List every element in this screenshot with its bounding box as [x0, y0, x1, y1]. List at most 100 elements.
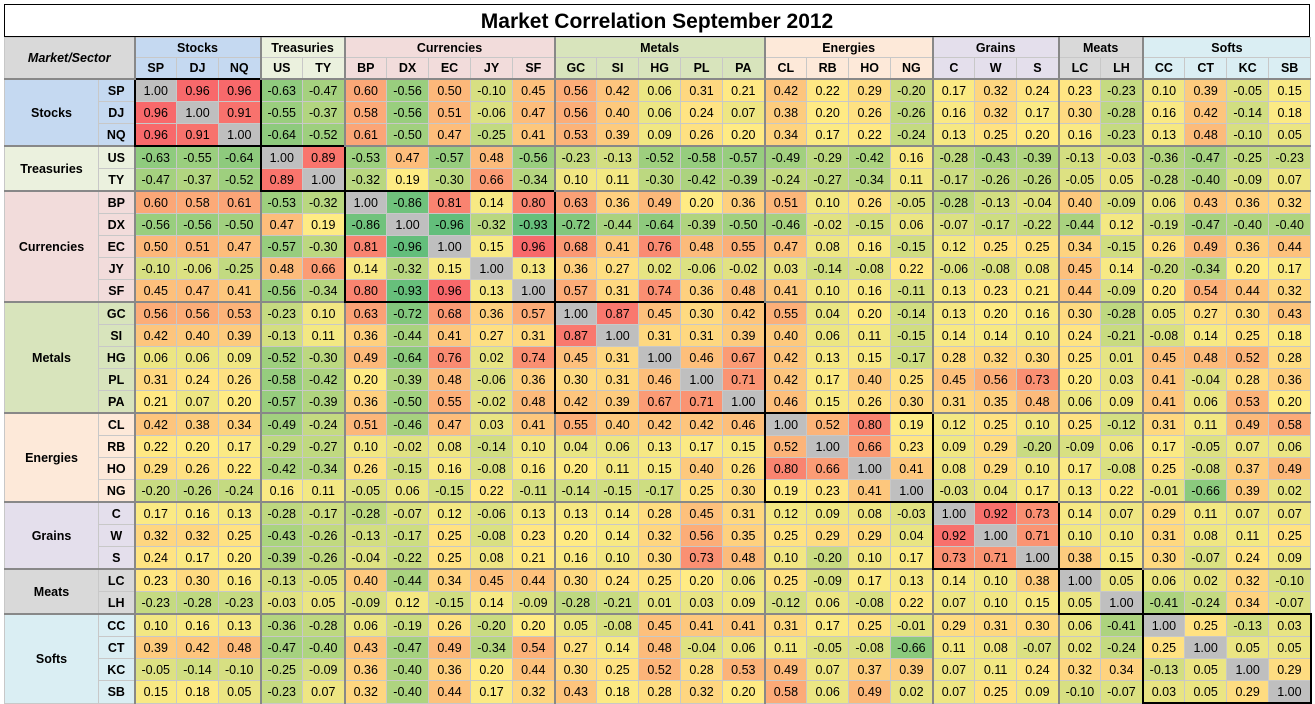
row-header-ho: HO: [98, 457, 135, 480]
heatmap-cell: 0.12: [428, 501, 472, 525]
heatmap-cell: -0.13: [1057, 145, 1102, 169]
heatmap-cell: -0.05: [1057, 168, 1102, 192]
column-header-pa: PA: [722, 57, 766, 80]
heatmap-cell: 0.09: [931, 435, 976, 458]
heatmap-cell: -0.09: [1100, 190, 1144, 214]
heatmap-cell: -0.50: [386, 123, 430, 147]
heatmap-cell: 0.21: [1016, 279, 1060, 303]
sector-label-treasuries: Treasuries: [4, 145, 99, 192]
heatmap-cell: 0.30: [1057, 301, 1102, 325]
table-row: Treasuries US -0.63 -0.55 -0.64 1.00 0.89 -0.53…: [4, 145, 1312, 192]
column-header-ec: EC: [428, 57, 472, 80]
heatmap-cell: 0.12: [386, 591, 430, 615]
heatmap-cell: 0.91: [217, 101, 262, 124]
heatmap-cell: 0.16: [553, 546, 598, 570]
heatmap-cell: 0.07: [302, 680, 346, 704]
heatmap-cell: 0.51: [343, 412, 388, 436]
heatmap-cell: 0.40: [343, 568, 388, 592]
heatmap-cell: 0.60: [133, 190, 177, 214]
heatmap-cell: 0.13: [512, 257, 556, 280]
heatmap-cell: 0.25: [974, 412, 1018, 436]
heatmap-cell: 0.43: [1268, 301, 1312, 325]
heatmap-cell: -0.47: [1184, 145, 1228, 169]
heatmap-cell: -0.14: [1226, 101, 1270, 124]
heatmap-cell: 1.00: [1100, 591, 1144, 615]
column-header-hg: HG: [638, 57, 682, 80]
heatmap-cell: -0.50: [722, 213, 766, 236]
heatmap-cell: 0.29: [974, 435, 1018, 458]
heatmap-cell: 0.37: [848, 658, 892, 681]
heatmap-cell: -0.47: [133, 168, 177, 192]
heatmap-cell: -0.43: [259, 524, 304, 547]
heatmap-cell: -0.17: [931, 168, 976, 192]
table-row: PL 0.31 0.24 0.26 -0.58 -0.42 0.20 -0.39 0.48 -0.…: [5, 368, 1312, 391]
heatmap-cell: 0.52: [638, 658, 682, 681]
heatmap-cell: 0.02: [1184, 568, 1228, 592]
heatmap-cell: 0.36: [343, 390, 388, 414]
heatmap-cell: -0.06: [470, 501, 514, 525]
heatmap-cell: 0.45: [512, 78, 556, 102]
table-row: NQ 0.96 0.91 1.00 -0.64 -0.52 0.61 -0.50 0.47 -0.…: [5, 123, 1312, 147]
heatmap-cell: 0.96: [133, 123, 177, 147]
heatmap-cell: -0.23: [259, 680, 304, 704]
heatmap-cell: 0.25: [974, 235, 1018, 258]
heatmap-cell: -0.39: [680, 213, 724, 236]
heatmap-cell: -0.34: [1184, 257, 1228, 280]
heatmap-cell: 0.38: [1016, 568, 1060, 592]
heatmap-cell: 0.32: [1057, 658, 1102, 681]
heatmap-cell: -0.93: [512, 213, 556, 236]
heatmap-cell: 0.96: [512, 235, 556, 258]
heatmap-cell: -0.40: [386, 680, 430, 704]
heatmap-cell: 0.13: [1057, 479, 1102, 503]
heatmap-cell: 0.26: [428, 613, 472, 637]
heatmap-cell: 0.03: [680, 591, 724, 615]
row-header-rb: RB: [98, 435, 135, 458]
heatmap-cell: 0.16: [259, 479, 304, 503]
heatmap-cell: 0.26: [848, 190, 892, 214]
heatmap-cell: 0.01: [638, 591, 682, 615]
heatmap-cell: 0.22: [470, 479, 514, 503]
heatmap-cell: 0.49: [343, 346, 388, 369]
heatmap-cell: -0.26: [302, 546, 346, 570]
heatmap-cell: 0.14: [1184, 324, 1228, 347]
row-header-lc: LC: [98, 568, 135, 592]
heatmap-cell: 0.08: [1016, 257, 1060, 280]
heatmap-cell: -0.46: [386, 412, 430, 436]
heatmap-cell: -0.40: [386, 658, 430, 681]
heatmap-cell: 0.41: [763, 279, 808, 303]
heatmap-cell: 0.20: [553, 524, 598, 547]
heatmap-cell: 0.45: [638, 613, 682, 637]
heatmap-cell: 0.05: [1268, 636, 1312, 659]
heatmap-cell: 0.87: [596, 301, 640, 325]
heatmap-cell: 0.31: [638, 324, 682, 347]
heatmap-cell: 0.63: [553, 190, 598, 214]
heatmap-cell: -0.86: [386, 190, 430, 214]
heatmap-cell: 0.20: [553, 457, 598, 480]
heatmap-cell: 0.07: [806, 658, 850, 681]
heatmap-cell: -0.08: [848, 591, 892, 615]
heatmap-cell: 0.47: [428, 412, 472, 436]
heatmap-cell: -0.64: [259, 123, 304, 147]
heatmap-cell: -0.58: [259, 368, 304, 391]
heatmap-cell: 0.42: [680, 412, 724, 436]
heatmap-cell: 0.40: [176, 324, 219, 347]
heatmap-cell: 0.32: [974, 101, 1018, 124]
heatmap-cell: 0.73: [680, 546, 724, 570]
heatmap-cell: 0.23: [974, 279, 1018, 303]
heatmap-cell: 0.80: [343, 279, 388, 303]
heatmap-cell: 0.47: [176, 279, 219, 303]
heatmap-cell: 0.02: [470, 346, 514, 369]
heatmap-cell: 0.26: [176, 457, 219, 480]
heatmap-cell: 0.81: [343, 235, 388, 258]
heatmap-cell: 0.34: [1100, 658, 1144, 681]
heatmap-cell: -0.52: [638, 145, 682, 169]
heatmap-cell: 0.28: [1268, 346, 1312, 369]
heatmap-cell: -0.14: [553, 479, 598, 503]
heatmap-cell: 0.39: [722, 324, 766, 347]
heatmap-cell: 0.14: [343, 257, 388, 280]
heatmap-cell: 0.07: [1268, 168, 1312, 192]
heatmap-cell: 0.12: [1100, 213, 1144, 236]
heatmap-cell: 0.10: [1057, 524, 1102, 547]
heatmap-cell: 0.09: [638, 123, 682, 147]
heatmap-cell: 0.12: [931, 412, 976, 436]
